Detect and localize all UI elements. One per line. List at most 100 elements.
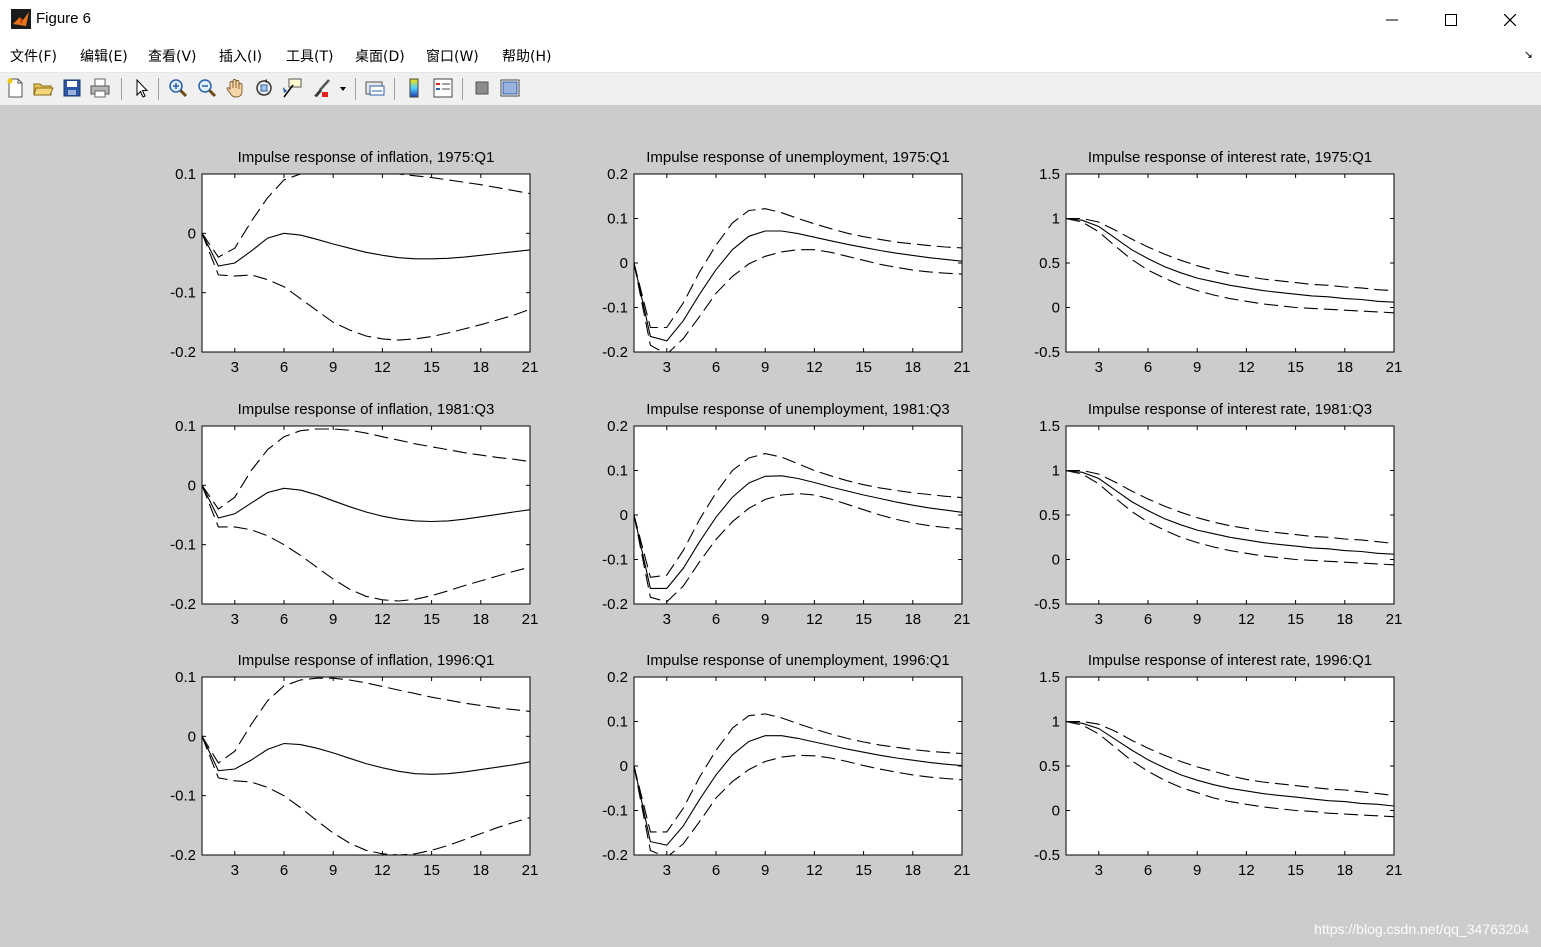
subplot-4: Impulse response of inflation, 1981:Q3 0.… [170,401,538,628]
plot-area [634,426,962,604]
zoom-out-icon[interactable] [196,77,218,99]
x-tick-label: 18 [1336,611,1353,628]
x-tick-label: 12 [806,611,823,628]
y-tick-label: 0 [620,507,628,524]
x-tick-label: 21 [1386,359,1403,376]
plot-title: Impulse response of inflation, 1975:Q1 [238,149,495,166]
x-tick-label: 18 [1336,862,1353,879]
data-cursor-icon[interactable] [281,77,303,99]
x-tick-label: 21 [1386,862,1403,879]
save-icon[interactable] [61,77,83,99]
insert-colorbar-icon[interactable] [403,77,425,99]
subplot-9: Impulse response of interest rate, 1996:… [1034,652,1402,879]
y-tick-label: -0.1 [170,788,196,805]
menu-file[interactable]: 文件(F) [10,49,57,65]
brush-dropdown-icon[interactable] [337,77,349,99]
show-plot-tools-icon[interactable] [499,77,521,99]
x-tick-label: 21 [954,611,971,628]
y-tick-label: 0.5 [1039,758,1060,775]
x-tick-label: 9 [1193,862,1201,879]
menu-view[interactable]: 查看(V) [148,49,197,65]
brush-icon[interactable] [311,77,333,99]
x-tick-label: 21 [522,862,539,879]
plot-title: Impulse response of unemployment, 1996:Q… [646,652,950,669]
x-tick-label: 18 [1336,359,1353,376]
x-tick-label: 12 [1238,611,1255,628]
figure-canvas: Impulse response of inflation, 1975:Q1 0.… [0,106,1541,947]
x-tick-label: 15 [855,862,872,879]
y-tick-label: 0 [1052,803,1060,820]
x-tick-label: 12 [1238,862,1255,879]
plot-frame [201,425,531,605]
x-tick-label: 12 [1238,359,1255,376]
y-tick-label: 0 [188,477,196,494]
y-tick-label: -0.5 [1034,344,1060,361]
edit-plot-icon[interactable] [130,77,152,99]
x-tick-label: 18 [904,862,921,879]
watermark-url: https://blog.csdn.net/qq_34763204 [1314,921,1529,937]
x-tick-label: 9 [761,862,769,879]
x-tick-label: 6 [280,611,288,628]
confidence-band-line [202,428,530,510]
menu-edit[interactable]: 编辑(E) [80,49,128,65]
x-tick-label: 3 [231,611,239,628]
confidence-band-line [1066,720,1394,796]
menu-bar: 文件(F) 编辑(E) 查看(V) 插入(I) 工具(T) 桌面(D) 窗口(W… [0,40,1541,73]
x-tick-label: 18 [472,862,489,879]
plot-title: Impulse response of unemployment, 1981:Q… [646,401,950,418]
x-tick-label: 12 [374,359,391,376]
plot-area [202,677,530,855]
menu-tools[interactable]: 工具(T) [286,49,334,65]
plot-frame [1065,425,1395,605]
x-tick-label: 3 [1095,862,1103,879]
maximize-button[interactable] [1422,0,1480,40]
menu-desktop[interactable]: 桌面(D) [355,49,405,65]
close-button[interactable] [1481,0,1539,40]
minimize-button[interactable] [1363,0,1421,40]
response-line [1066,469,1394,555]
x-tick-label: 9 [329,611,337,628]
hide-plot-tools-icon[interactable] [471,77,493,99]
pan-icon[interactable] [224,77,246,99]
response-line [202,736,530,775]
x-tick-label: 3 [663,359,671,376]
menu-insert[interactable]: 插入(I) [219,49,263,65]
confidence-band-line [1066,469,1394,566]
plot-title: Impulse response of interest rate, 1996:… [1088,652,1372,669]
open-file-icon[interactable] [32,77,54,99]
x-tick-label: 21 [522,359,539,376]
subplot-3: Impulse response of interest rate, 1975:… [1034,149,1402,376]
response-line [202,485,530,523]
y-tick-label: -0.5 [1034,596,1060,613]
link-plot-icon[interactable] [364,77,386,99]
y-tick-label: 0.1 [175,669,196,686]
confidence-band-line [1066,720,1394,818]
x-tick-label: 9 [1193,359,1201,376]
confidence-band-line [202,233,530,341]
menu-help[interactable]: 帮助(H) [502,49,552,65]
x-tick-label: 6 [1144,862,1152,879]
confidence-band-line [202,174,530,258]
new-figure-icon[interactable] [4,77,26,99]
subplot-7: Impulse response of inflation, 1996:Q1 0.… [170,652,538,879]
matlab-icon [11,9,31,29]
y-tick-label: 0.1 [175,418,196,435]
plot-area [1066,677,1394,855]
menu-window[interactable]: 窗口(W) [426,49,479,65]
subplot-6: Impulse response of interest rate, 1981:… [1034,401,1402,628]
zoom-in-icon[interactable] [167,77,189,99]
dock-arrow-icon[interactable]: ↘ [1523,49,1533,61]
x-tick-label: 21 [954,359,971,376]
x-tick-label: 18 [472,359,489,376]
confidence-band-line [202,677,530,764]
insert-legend-icon[interactable] [432,77,454,99]
y-tick-label: -0.2 [602,344,628,361]
plot-frame [1065,173,1395,353]
x-tick-label: 6 [1144,359,1152,376]
print-icon[interactable] [89,77,111,99]
rotate-3d-icon[interactable] [253,77,275,99]
x-tick-label: 9 [1193,611,1201,628]
y-tick-label: -0.2 [170,847,196,864]
x-tick-label: 15 [423,611,440,628]
confidence-band-line [634,493,962,603]
